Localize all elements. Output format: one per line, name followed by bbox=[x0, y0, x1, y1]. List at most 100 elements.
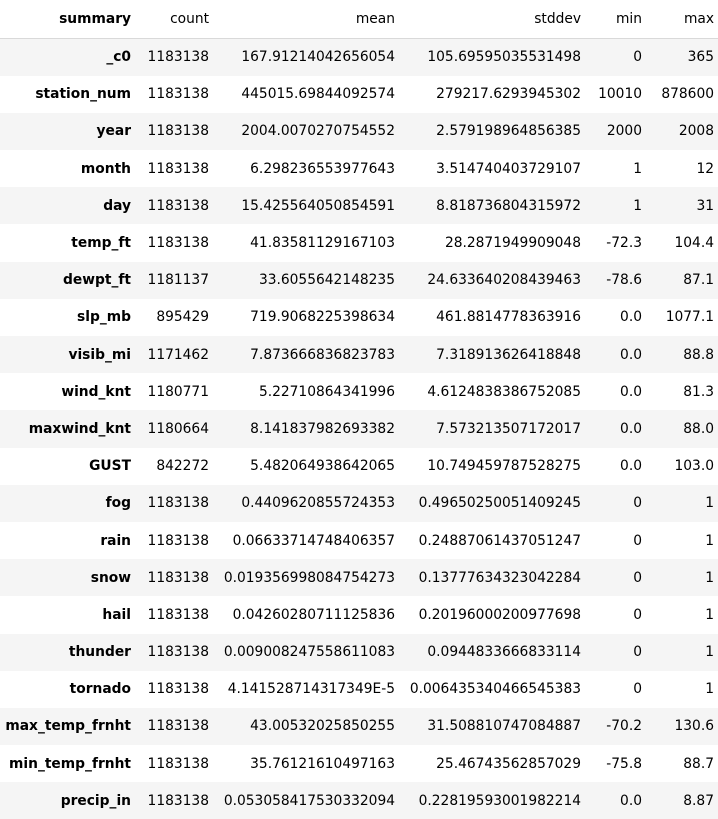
table-body: _c0 1183138 167.91214042656054 105.69595035… bbox=[0, 38, 718, 819]
count-cell: 1181137 bbox=[147, 272, 209, 289]
table-row: month 1183138 6.298236553977643 3.514740403… bbox=[0, 150, 718, 188]
stddev-cell: 279217.6293945302 bbox=[436, 86, 581, 103]
count-cell: 895429 bbox=[156, 309, 209, 326]
min-cell: 1 bbox=[633, 160, 642, 177]
max-cell: 88.8 bbox=[683, 346, 714, 363]
mean-cell: 0.06633714748406357 bbox=[232, 532, 395, 549]
min-cell: 0 bbox=[633, 495, 642, 512]
max-cell: 1077.1 bbox=[665, 309, 714, 326]
max-cell: 1 bbox=[705, 606, 714, 623]
min-cell: -78.6 bbox=[606, 272, 642, 289]
count-cell: 1180771 bbox=[147, 383, 209, 400]
table-row: maxwind_knt 1180664 8.141837982693382 7.573… bbox=[0, 410, 718, 448]
stddev-cell: 0.0944833666833114 bbox=[427, 644, 581, 661]
mean-cell: 41.83581129167103 bbox=[250, 235, 395, 252]
min-cell: 10010 bbox=[598, 86, 642, 103]
stddev-cell: 105.69595035531498 bbox=[427, 49, 581, 66]
table-row: temp_ft 1183138 41.83581129167103 28.287194… bbox=[0, 224, 718, 262]
count-cell: 842272 bbox=[156, 458, 209, 475]
max-cell: 878600 bbox=[661, 86, 714, 103]
max-cell: 1 bbox=[705, 495, 714, 512]
max-cell: 365 bbox=[687, 49, 714, 66]
table-row: hail 1183138 0.04260280711125836 0.20196000… bbox=[0, 596, 718, 634]
max-cell: 31 bbox=[696, 197, 714, 214]
header-row: summary count mean stddev min max bbox=[0, 0, 718, 39]
stddev-cell: 7.573213507172017 bbox=[436, 420, 581, 437]
mean-cell: 0.009008247558611083 bbox=[223, 644, 395, 661]
count-cell: 1183138 bbox=[147, 49, 209, 66]
row-label: hail bbox=[102, 606, 131, 623]
count-cell: 1183138 bbox=[147, 235, 209, 252]
min-cell: -72.3 bbox=[606, 235, 642, 252]
mean-cell: 15.425564050854591 bbox=[241, 197, 395, 214]
max-cell: 88.7 bbox=[683, 755, 714, 772]
count-cell: 1183138 bbox=[147, 495, 209, 512]
table-row: slp_mb 895429 719.9068225398634 461.8814778… bbox=[0, 298, 718, 336]
mean-cell: 0.4409620855724353 bbox=[241, 495, 395, 512]
row-label: year bbox=[96, 123, 131, 140]
stddev-cell: 28.2871949909048 bbox=[444, 235, 581, 252]
column-header-count: count bbox=[135, 0, 213, 39]
stddev-cell: 31.508810747084887 bbox=[427, 718, 581, 735]
min-cell: 0.0 bbox=[620, 309, 642, 326]
table-row: max_temp_frnht 1183138 43.00532025850255 31… bbox=[0, 707, 718, 746]
table-row: precip_in 1183138 0.053058417530332094 0.22… bbox=[0, 782, 718, 819]
count-cell: 1183138 bbox=[147, 197, 209, 214]
stddev-cell: 0.24887061437051247 bbox=[418, 532, 581, 549]
count-cell: 1183138 bbox=[147, 644, 209, 661]
table-row: GUST 842272 5.482064938642065 10.7494597875… bbox=[0, 447, 718, 485]
table-row: day 1183138 15.425564050854591 8.8187368043… bbox=[0, 187, 718, 225]
column-header-max: max bbox=[646, 0, 718, 39]
min-cell: 0.0 bbox=[620, 346, 642, 363]
stddev-cell: 0.49650250051409245 bbox=[418, 495, 581, 512]
min-cell: 1 bbox=[633, 197, 642, 214]
min-cell: 0.0 bbox=[620, 458, 642, 475]
min-cell: -75.8 bbox=[606, 755, 642, 772]
mean-cell: 7.873666836823783 bbox=[250, 346, 395, 363]
min-cell: 0 bbox=[633, 681, 642, 698]
mean-cell: 35.76121610497163 bbox=[250, 755, 395, 772]
max-cell: 12 bbox=[696, 160, 714, 177]
table-header: summary count mean stddev min max bbox=[0, 0, 718, 39]
row-label: tornado bbox=[69, 681, 131, 698]
max-cell: 88.0 bbox=[683, 420, 714, 437]
mean-cell: 2004.0070270754552 bbox=[241, 123, 395, 140]
mean-cell: 719.9068225398634 bbox=[250, 309, 395, 326]
stddev-cell: 7.318913626418848 bbox=[436, 346, 581, 363]
count-cell: 1183138 bbox=[147, 532, 209, 549]
min-cell: 0 bbox=[633, 569, 642, 586]
mean-cell: 33.6055642148235 bbox=[258, 272, 395, 289]
row-label: precip_in bbox=[60, 792, 131, 809]
table-row: _c0 1183138 167.91214042656054 105.69595035… bbox=[0, 38, 718, 76]
max-cell: 1 bbox=[705, 569, 714, 586]
count-cell: 1183138 bbox=[147, 718, 209, 735]
table-row: snow 1183138 0.019356998084754273 0.1377763… bbox=[0, 559, 718, 597]
row-label: station_num bbox=[35, 86, 131, 103]
count-cell: 1183138 bbox=[147, 606, 209, 623]
min-cell: 0.0 bbox=[620, 792, 642, 809]
max-cell: 130.6 bbox=[674, 718, 715, 735]
max-cell: 8.87 bbox=[683, 792, 714, 809]
column-header-stddev: stddev bbox=[399, 0, 585, 39]
stddev-cell: 0.20196000200977698 bbox=[418, 606, 581, 623]
stddev-cell: 461.8814778363916 bbox=[436, 309, 581, 326]
stddev-cell: 0.006435340466545383 bbox=[409, 681, 581, 698]
row-label: dewpt_ft bbox=[63, 272, 131, 289]
max-cell: 2008 bbox=[678, 123, 714, 140]
count-cell: 1183138 bbox=[147, 569, 209, 586]
column-header-min: min bbox=[585, 0, 646, 39]
count-cell: 1183138 bbox=[147, 755, 209, 772]
min-cell: 0.0 bbox=[620, 383, 642, 400]
max-cell: 1 bbox=[705, 532, 714, 549]
mean-cell: 6.298236553977643 bbox=[250, 160, 395, 177]
stddev-cell: 4.6124838386752085 bbox=[427, 383, 581, 400]
table-row: station_num 1183138 445015.69844092574 2792… bbox=[0, 75, 718, 113]
table-row: wind_knt 1180771 5.22710864341996 4.6124838… bbox=[0, 373, 718, 411]
max-cell: 104.4 bbox=[674, 235, 715, 252]
row-label: slp_mb bbox=[77, 309, 131, 326]
min-cell: 0 bbox=[633, 49, 642, 66]
table-row: thunder 1183138 0.009008247558611083 0.0944… bbox=[0, 633, 718, 671]
row-label: day bbox=[103, 197, 131, 214]
stddev-cell: 2.579198964856385 bbox=[436, 123, 581, 140]
row-label: fog bbox=[105, 495, 131, 512]
